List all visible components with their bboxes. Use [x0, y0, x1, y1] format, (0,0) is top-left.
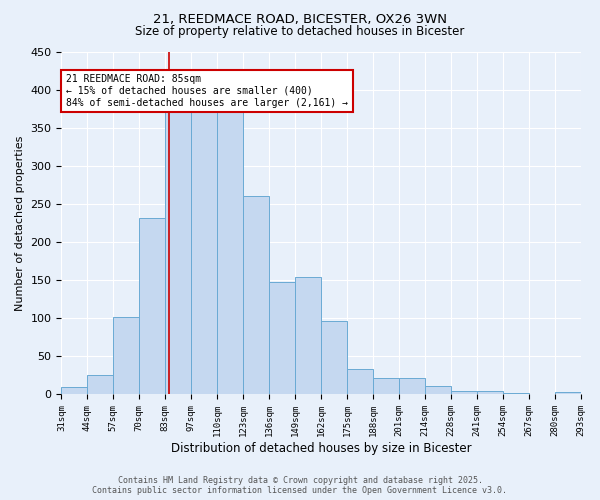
- Bar: [191, 108, 217, 395]
- Bar: [61, 387, 88, 394]
- Text: Size of property relative to detached houses in Bicester: Size of property relative to detached ho…: [136, 25, 464, 38]
- Bar: [243, 196, 269, 394]
- Bar: [399, 378, 425, 394]
- Bar: [139, 218, 165, 394]
- Bar: [373, 378, 399, 394]
- Bar: [269, 282, 295, 395]
- Bar: [425, 386, 451, 394]
- Y-axis label: Number of detached properties: Number of detached properties: [15, 136, 25, 310]
- Bar: [451, 392, 476, 394]
- Bar: [476, 392, 503, 394]
- Bar: [554, 392, 581, 394]
- Bar: [113, 318, 139, 394]
- Bar: [295, 277, 321, 394]
- X-axis label: Distribution of detached houses by size in Bicester: Distribution of detached houses by size …: [170, 442, 471, 455]
- Text: 21, REEDMACE ROAD, BICESTER, OX26 3WN: 21, REEDMACE ROAD, BICESTER, OX26 3WN: [153, 12, 447, 26]
- Bar: [217, 108, 243, 395]
- Bar: [165, 112, 191, 394]
- Text: 21 REEDMACE ROAD: 85sqm
← 15% of detached houses are smaller (400)
84% of semi-d: 21 REEDMACE ROAD: 85sqm ← 15% of detache…: [66, 74, 348, 108]
- Bar: [347, 370, 373, 394]
- Bar: [503, 393, 529, 394]
- Text: Contains HM Land Registry data © Crown copyright and database right 2025.
Contai: Contains HM Land Registry data © Crown c…: [92, 476, 508, 495]
- Bar: [321, 322, 347, 394]
- Bar: [88, 376, 113, 394]
